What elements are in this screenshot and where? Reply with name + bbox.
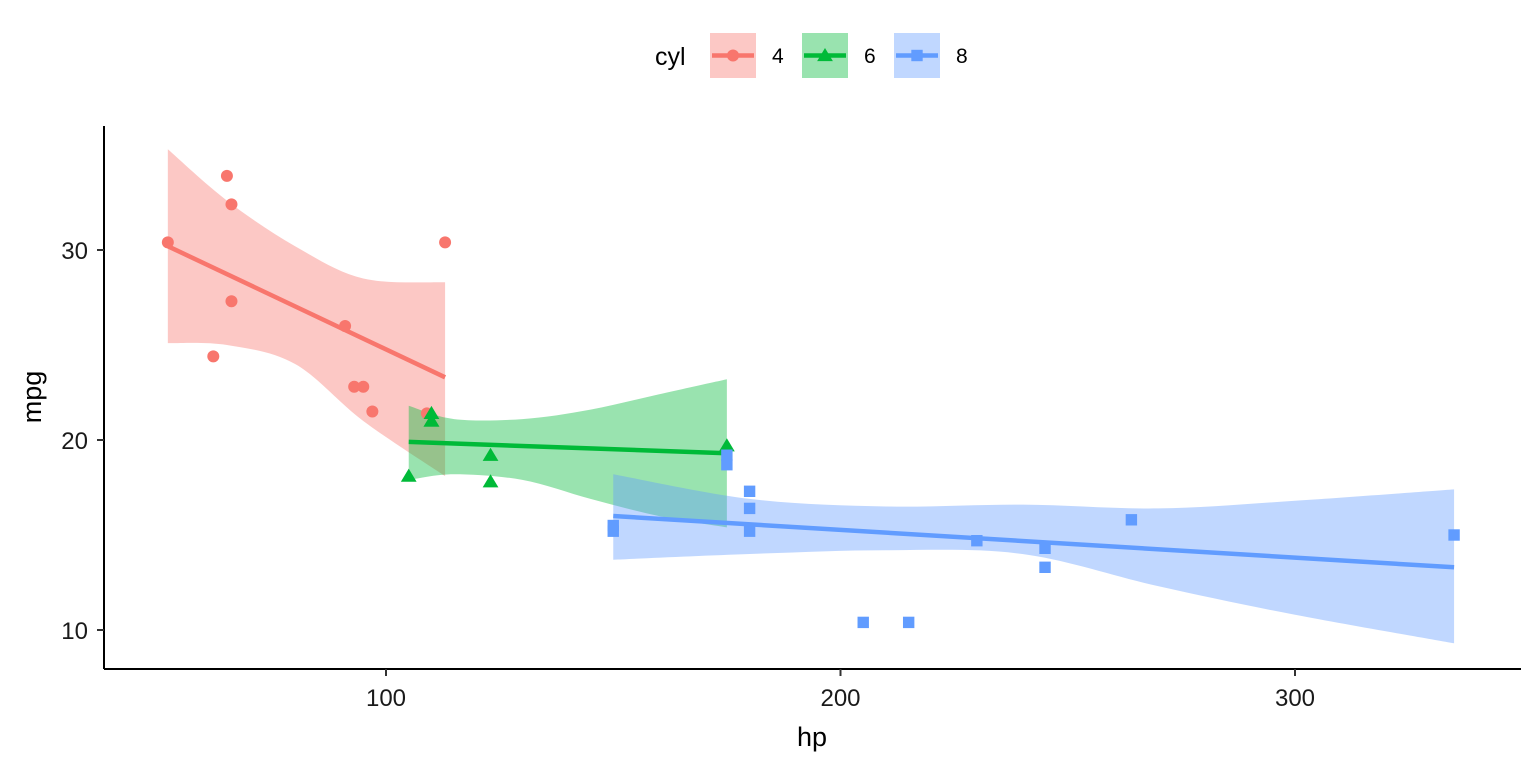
data-point-cyl-6 [482, 474, 499, 488]
legend-label: 6 [864, 45, 876, 68]
data-point-cyl-8 [902, 616, 915, 629]
data-point-cyl-4 [366, 405, 379, 418]
legend-key-marker [911, 49, 923, 62]
data-point-cyl-8 [1039, 542, 1051, 554]
data-point-cyl-8 [857, 616, 869, 629]
legend: cyl 4 6 8 [655, 33, 968, 78]
axes [103, 126, 1521, 670]
data-point-cyl-8 [607, 525, 619, 537]
legend-label: 8 [956, 45, 968, 68]
x-tick-label: 200 [820, 685, 860, 712]
y-tick-label: 20 [61, 428, 88, 455]
legend-item-cyl-6: 6 [802, 33, 876, 78]
fit-line-cyl-6 [408, 439, 727, 456]
fit-line-cyl-4 [166, 244, 447, 380]
data-point-cyl-4 [348, 380, 361, 393]
legend-label: 4 [772, 45, 784, 68]
confidence-bands [167, 149, 1455, 644]
y-tick-label: 10 [61, 618, 88, 645]
data-point-cyl-4 [339, 320, 352, 332]
x-axis-title: hp [797, 722, 827, 752]
x-ticks: 100 200 300 [366, 669, 1315, 712]
data-point-cyl-4 [225, 198, 238, 211]
legend-key-marker [817, 48, 833, 62]
data-point-cyl-8 [743, 485, 756, 497]
legend-key-marker [727, 49, 739, 62]
data-point-cyl-6 [482, 447, 499, 461]
y-tick-label: 30 [61, 238, 88, 265]
fit-line-cyl-8 [613, 513, 1455, 570]
data-point-cyl-8 [1039, 561, 1051, 573]
data-point-cyl-4 [357, 380, 370, 393]
data-point-cyl-8 [743, 502, 756, 515]
legend-item-cyl-4: 4 [710, 33, 784, 78]
data-point-cyl-6 [719, 438, 735, 452]
data-point-cyl-8 [743, 525, 756, 537]
data-point-cyl-4 [220, 169, 233, 182]
data-point-cyl-8 [971, 535, 983, 547]
data-point-cyl-8 [721, 449, 733, 461]
y-ticks: 10 20 30 [61, 238, 104, 645]
data-point-cyl-6 [400, 468, 417, 482]
data-point-cyl-8 [1448, 529, 1460, 541]
x-tick-label: 100 [366, 685, 406, 712]
data-point-cyl-8 [1125, 514, 1138, 526]
data-point-cyl-4 [225, 295, 238, 308]
confidence-band-cyl-6 [408, 379, 727, 528]
data-points [161, 169, 1460, 629]
data-point-cyl-8 [721, 459, 733, 471]
x-tick-label: 300 [1275, 685, 1315, 712]
confidence-band-cyl-8 [613, 474, 1455, 644]
data-point-cyl-6 [423, 405, 440, 420]
data-point-cyl-4 [439, 236, 452, 249]
data-point-cyl-4 [161, 236, 174, 249]
data-point-cyl-6 [423, 413, 440, 427]
fit-lines [166, 244, 1455, 570]
y-axis-title: mpg [17, 371, 47, 424]
legend-title: cyl [655, 43, 686, 71]
legend-item-cyl-8: 8 [894, 33, 968, 78]
data-point-cyl-4 [207, 350, 220, 363]
